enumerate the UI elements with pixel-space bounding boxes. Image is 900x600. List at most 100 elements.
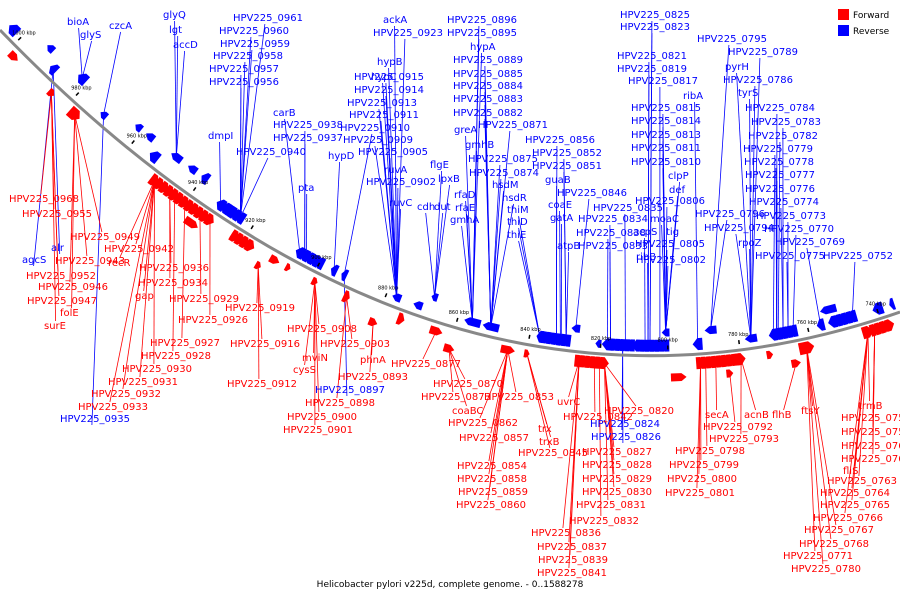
reverse-gene-label: hsdM — [492, 180, 519, 191]
forward-gene-label: HPV225_0832 — [569, 516, 639, 527]
reverse-gene-label: rfaE — [455, 203, 475, 214]
reverse-gene-leader-line — [780, 207, 784, 334]
forward-gene-label: HPV225_0933 — [78, 402, 148, 413]
reverse-gene-arrow — [331, 264, 340, 277]
reverse-gene-arrow — [616, 339, 626, 352]
forward-gene-leader-line — [490, 349, 509, 434]
forward-gene-leader-line — [740, 358, 756, 411]
forward-gene-arrow — [726, 369, 734, 378]
reverse-gene-arrow — [571, 324, 581, 333]
reverse-gene-label: ruvC — [389, 198, 412, 209]
forward-gene-leader-line — [153, 180, 155, 365]
reverse-gene-label: gmhA — [450, 215, 479, 226]
forward-gene-label: HPV225_0934 — [138, 278, 208, 289]
reverse-gene-label: HPV225_0915 — [354, 72, 424, 83]
reverse-gene-leader-line — [240, 61, 246, 218]
reverse-gene-label: HPV225_0810 — [631, 157, 701, 168]
reverse-gene-label: agcS — [22, 255, 46, 266]
reverse-gene-label: HPV225_0795 — [697, 34, 767, 45]
reverse-gene-arrow — [171, 153, 184, 165]
forward-gene-label: HPV225_0932 — [91, 389, 161, 400]
reverse-gene-label: HPV225_0752 — [823, 251, 893, 262]
reverse-gene-label: HPV225_0838 — [576, 228, 646, 239]
forward-gene-label: HPV225_0928 — [141, 351, 211, 362]
reverse-gene-label: HPV225_0802 — [636, 255, 706, 266]
forward-gene-label: HPV225_0764 — [820, 488, 890, 499]
reverse-gene-label: thiE — [507, 230, 526, 241]
forward-gene-arrow — [883, 319, 895, 332]
forward-gene-label: HPV225_0873 — [421, 392, 491, 403]
reverse-gene-label: HPV225_0871 — [478, 120, 548, 131]
label-leader-lines — [33, 20, 876, 569]
forward-gene-label: HPV225_0949 — [70, 232, 140, 243]
reverse-gene-leader-line — [490, 190, 504, 327]
reverse-gene-label: HPV225_0786 — [723, 75, 793, 86]
reverse-gene-leader-line — [607, 238, 609, 345]
kbp-tick-marks: 1000 kbp 980 kbp 960 kbp 940 kbp 920 kbp 900 … — [12, 30, 886, 350]
reverse-gene-arrow — [872, 301, 885, 315]
forward-gene-leader-line — [598, 362, 602, 517]
forward-gene-label: fliS — [843, 466, 858, 477]
forward-gene-leader-line — [304, 281, 316, 366]
reverse-gene-leader-line — [518, 240, 541, 337]
reverse-gene-label: HPV225_0911 — [349, 110, 419, 121]
tick-label: 780 kbp — [728, 332, 748, 338]
forward-gene-leader-line — [604, 362, 637, 407]
forward-gene-leader-line — [74, 114, 88, 257]
reverse-gene-label: HPV225_0794 — [704, 223, 774, 234]
reverse-gene-leader-line — [78, 27, 83, 79]
forward-gene-label: HPV225_0792 — [703, 422, 773, 433]
forward-gene-label: HPV225_0829 — [582, 474, 652, 485]
forward-gene-label: ftsY — [801, 406, 820, 417]
forward-gene-leader-line — [119, 180, 155, 259]
reverse-gene-leader-line — [749, 248, 752, 339]
forward-gene-arrow — [341, 290, 350, 303]
reverse-gene-label: HPV225_0889 — [453, 55, 523, 66]
forward-gene-label: HPV225_0798 — [675, 446, 745, 457]
reverse-gene-label: HPV225_0813 — [631, 130, 701, 141]
reverse-gene-leader-line — [461, 225, 473, 323]
forward-gene-label: flhB — [772, 410, 792, 421]
tick-mark — [807, 327, 810, 333]
reverse-gene-label: HPV225_0923 — [373, 28, 443, 39]
reverse-gene-label: HPV225_0814 — [631, 116, 701, 127]
forward-gene-leader-line — [314, 281, 320, 413]
forward-gene-label: HPV225_0930 — [122, 364, 192, 375]
forward-gene-arrow — [670, 373, 687, 382]
reverse-gene-leader-line — [103, 31, 121, 115]
reverse-gene-label: HPV225_0806 — [635, 196, 705, 207]
reverse-gene-arrow — [635, 339, 645, 352]
reverse-gene-label: HPV225_0958 — [213, 51, 283, 62]
reverse-gene-leader-line — [333, 161, 340, 271]
forward-gene-label: HPV225_0862 — [448, 418, 518, 429]
reverse-gene-leader-line — [240, 49, 253, 218]
forward-gene-label: HPV225_0758 — [841, 413, 900, 424]
forward-gene-label: trx — [538, 424, 552, 435]
tick-label: 860 kbp — [449, 310, 469, 316]
reverse-gene-label: HPV225_0940 — [236, 147, 306, 158]
reverse-gene-label: HPV225_0774 — [749, 197, 819, 208]
reverse-gene-leader-line — [710, 44, 730, 331]
reverse-gene-label: HPV225_0773 — [756, 211, 826, 222]
reverse-gene-leader-line — [851, 261, 856, 317]
reverse-gene-label: HPV225_0770 — [764, 224, 834, 235]
reverse-gene-label: HPV225_0825 — [620, 10, 690, 21]
reverse-gene-label: rpoZ — [738, 238, 762, 249]
forward-gene-label: HPV225_0898 — [305, 398, 375, 409]
forward-gene-label: trmB — [858, 401, 883, 412]
forward-gene-label: HPV225_0877 — [391, 359, 461, 370]
reverse-gene-leader-line — [647, 262, 649, 346]
reverse-gene-arrow — [341, 269, 350, 282]
reverse-gene-arrow — [413, 301, 424, 311]
reverse-gene-arrow — [820, 303, 838, 315]
forward-gene-label: HPV225_0936 — [139, 263, 209, 274]
forward-gene-leader-line — [369, 322, 374, 373]
legend-reverse-label: Reverse — [853, 27, 890, 37]
forward-gene-leader-line — [139, 180, 155, 378]
reverse-gene-label: HPV225_0796 — [695, 209, 765, 220]
forward-gene-leader-line — [604, 363, 615, 488]
reverse-gene-leader-line — [661, 224, 666, 333]
forward-gene-label: HPV225_0841 — [537, 568, 607, 579]
reverse-gene-arrow — [645, 339, 655, 352]
